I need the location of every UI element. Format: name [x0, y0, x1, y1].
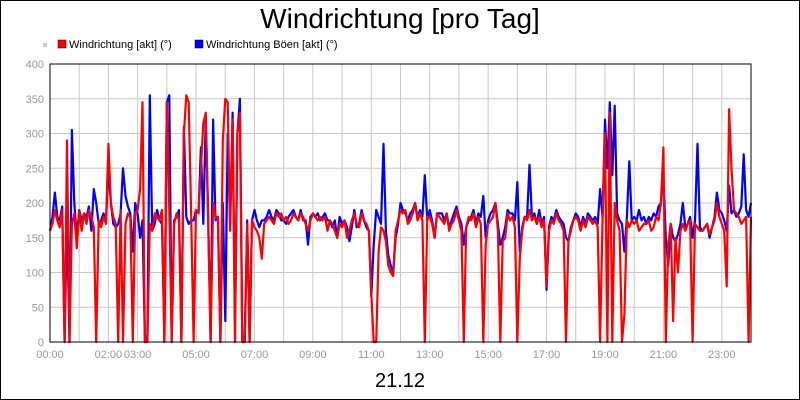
- x-tick-label: 23:00: [708, 349, 736, 361]
- date-label: 21.12: [375, 370, 425, 392]
- x-tick-label: 05:00: [182, 349, 210, 361]
- y-tick-label: 150: [26, 233, 44, 245]
- plot-border: [49, 63, 752, 343]
- y-tick-label: 200: [26, 198, 44, 210]
- x-tick-label: 11:00: [358, 349, 385, 361]
- legend-label-series-1: Windrichtung [akt] (°): [69, 39, 172, 51]
- y-tick-label: 300: [26, 129, 44, 141]
- y-tick-label: 50: [32, 302, 44, 314]
- legend-marker-placeholder: [43, 43, 47, 47]
- chart-title: Windrichtung [pro Tag]: [260, 3, 540, 34]
- y-tick-label: 250: [26, 163, 44, 175]
- x-tick-label: 17:00: [533, 349, 561, 361]
- x-tick-label: 15:00: [474, 349, 502, 361]
- legend-label-series-2: Windrichtung Böen [akt] (°): [206, 39, 338, 51]
- y-tick-label: 100: [26, 268, 44, 280]
- x-tick-label: 13:00: [416, 349, 444, 361]
- y-tick-label: 350: [26, 94, 44, 106]
- x-tick-label: 09:00: [299, 349, 327, 361]
- x-tick-label: 21:00: [650, 349, 678, 361]
- x-tick-label: 03:00: [124, 349, 152, 361]
- legend: Windrichtung [akt] (°) Windrichtung Böen…: [43, 39, 338, 51]
- y-tick-label: 0: [38, 337, 44, 349]
- x-tick-label: 02:00: [95, 349, 123, 361]
- x-tick-label: 00:00: [36, 349, 64, 361]
- plot-area: 0 50 100 150 200 250 300 350 400 00:00 02:00 03:00 0…: [26, 59, 753, 361]
- series-line-windrichtung: [48, 94, 753, 344]
- x-tick-label: 07:00: [241, 349, 269, 361]
- legend-swatch-series-1: [57, 39, 67, 49]
- legend-swatch-series-2: [194, 39, 204, 49]
- x-tick-label: 19:00: [591, 349, 619, 361]
- y-tick-label: 400: [26, 59, 44, 71]
